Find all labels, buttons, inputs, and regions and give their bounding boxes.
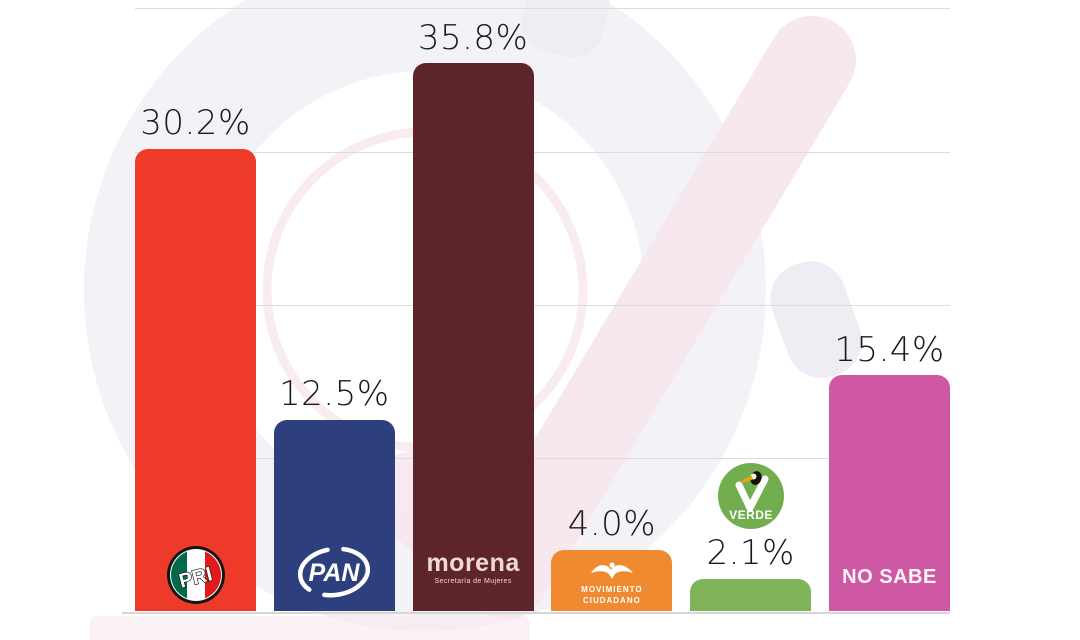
value-label-morena: 35.8%: [417, 17, 529, 58]
bar-group-no-sabe: 15.4% NO SABE: [828, 329, 950, 611]
value-label-pan: 12.5%: [279, 374, 390, 415]
verde-check-icon: [735, 475, 769, 512]
value-label-mc: 4.0%: [567, 504, 657, 545]
bar-group-movimiento-ciudadano: 4.0% MOVIMIENTO CIUDADANO: [551, 504, 673, 611]
x-axis-line: [122, 612, 950, 614]
bar-no-sabe: NO SABE: [828, 375, 950, 611]
no-sabe-label: NO SABE: [842, 566, 937, 588]
gridline-30-percent: [135, 152, 950, 153]
mc-logo-line1: MOVIMIENTO: [581, 585, 643, 594]
bar-group-morena: 35.8% morena Secretaría de Mujeres: [412, 17, 534, 611]
bar-group-pan: 12.5% PAN: [273, 374, 395, 611]
bar-verde: [690, 578, 812, 611]
gridline-10-percent: [135, 458, 950, 459]
morena-logo-text: morena: [426, 549, 520, 577]
bars-row: 30.2% PRI 12.5%: [135, 17, 950, 611]
bar-group-verde: VERDE 2.1%: [690, 463, 812, 611]
verde-logo-text: VERDE: [729, 508, 773, 522]
bar-movimiento-ciudadano: MOVIMIENTO CIUDADANO: [551, 549, 673, 611]
eagle-icon: [590, 562, 633, 579]
morena-wordmark: morena Secretaría de Mujeres: [413, 549, 534, 586]
bar-group-pri: 30.2% PRI: [135, 106, 256, 611]
pan-logo: PAN: [298, 546, 371, 598]
value-label-pri: 30.2%: [140, 103, 251, 144]
value-label-verde: 2.1%: [706, 533, 795, 574]
mc-logo: MOVIMIENTO CIUDADANO: [551, 559, 672, 606]
mc-logo-line2: CIUDADANO: [582, 596, 641, 605]
verde-logo: VERDE: [717, 463, 784, 530]
pri-logo: PRI: [166, 546, 225, 604]
watermark-footer-band: [90, 616, 530, 640]
bar-morena: morena Secretaría de Mujeres: [412, 63, 534, 611]
bar-pan: PAN: [273, 419, 395, 611]
pan-logo-text: PAN: [309, 559, 361, 587]
bar-pri: PRI: [135, 148, 256, 611]
gridline-20-percent: [135, 305, 950, 306]
value-label-no-sabe: 15.4%: [834, 329, 945, 370]
plot-top-border: [135, 8, 950, 9]
toucan-icon: [740, 471, 762, 486]
morena-logo-subtext: Secretaría de Mujeres: [434, 578, 512, 585]
